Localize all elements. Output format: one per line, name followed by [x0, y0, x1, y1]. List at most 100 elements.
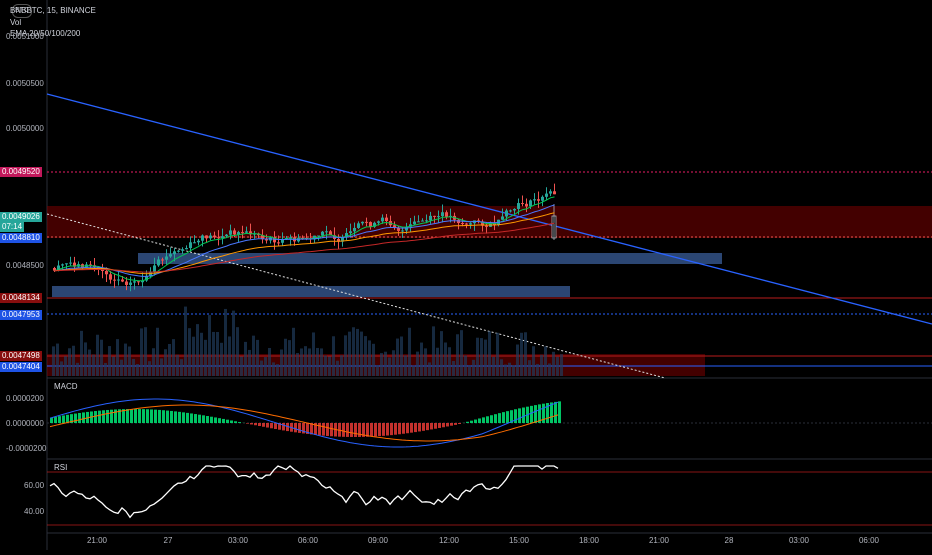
volume-bar	[496, 333, 499, 376]
volume-bar	[560, 354, 563, 376]
price-tag-red: 0.0047498	[0, 351, 42, 361]
candle-body	[125, 282, 128, 285]
macd-histogram-bar	[478, 418, 481, 423]
candle-body	[377, 221, 380, 222]
macd-histogram-bar	[294, 423, 297, 432]
candle-body	[361, 222, 364, 223]
time-axis-label: 03:00	[228, 536, 248, 545]
macd-histogram-bar	[178, 412, 181, 423]
candle-body	[365, 222, 368, 223]
macd-histogram-bar	[370, 423, 373, 437]
volume-bar	[524, 332, 527, 376]
macd-histogram-bar	[262, 423, 265, 427]
volume-bar	[416, 352, 419, 376]
candle-body	[421, 221, 424, 222]
time-axis-label: 06:00	[298, 536, 318, 545]
volume-bar	[180, 359, 183, 376]
candle-body	[325, 231, 328, 232]
candle-body	[217, 237, 220, 238]
macd-histogram-bar	[430, 423, 433, 429]
candle-body	[169, 254, 172, 256]
price-axis-label: 0.0048500	[6, 261, 44, 270]
macd-histogram-bar	[414, 423, 417, 432]
blue-zone	[52, 286, 570, 297]
volume-bar	[240, 357, 243, 376]
volume-bar	[360, 332, 363, 376]
volume-bar	[280, 350, 283, 376]
price-axis-label: 0.0051000	[6, 32, 44, 41]
time-axis-label: 21:00	[87, 536, 107, 545]
volume-bar	[532, 346, 535, 376]
volume-bar	[236, 327, 239, 376]
macd-histogram-bar	[130, 409, 133, 423]
volume-bar	[156, 328, 159, 376]
volume-bar	[208, 315, 211, 376]
macd-histogram-bar	[234, 421, 237, 423]
candle-body	[521, 203, 524, 204]
candle-body	[209, 236, 212, 239]
volume-bar	[176, 355, 179, 376]
price-tag-blue: 0.0047953	[0, 310, 42, 320]
macd-histogram-bar	[270, 423, 273, 428]
macd-title: MACD	[54, 382, 78, 391]
candle-body	[353, 228, 356, 231]
volume-bar	[504, 365, 507, 376]
candle-body	[153, 265, 156, 271]
volume-bar	[80, 331, 83, 376]
macd-histogram-bar	[98, 411, 101, 423]
volume-bar	[448, 347, 451, 376]
macd-histogram-bar	[378, 423, 381, 436]
macd-histogram-bar	[318, 423, 321, 435]
volume-bar	[396, 339, 399, 376]
price-tag-magenta: 0.0049520	[0, 167, 42, 177]
candle-body	[517, 203, 520, 209]
macd-histogram-bar	[426, 423, 429, 430]
macd-histogram-bar	[186, 413, 189, 423]
macd-histogram-bar	[442, 423, 445, 427]
volume-bar	[404, 355, 407, 376]
volume-bar	[540, 355, 543, 376]
volume-bar	[480, 338, 483, 376]
price-tag-countdown: 07:14	[0, 222, 24, 232]
volume-bar	[184, 307, 187, 376]
volume-bar	[248, 350, 251, 376]
candle-body	[221, 236, 224, 238]
volume-bar	[444, 343, 447, 376]
candle-body	[545, 194, 548, 197]
volume-bar	[384, 352, 387, 376]
volume-bar	[64, 356, 67, 376]
price-tag-blue: 0.0048810	[0, 233, 42, 243]
macd-histogram-bar	[446, 423, 449, 426]
volume-bar	[256, 340, 259, 376]
macd-histogram-bar	[170, 411, 173, 423]
price-axis-label: 0.0050500	[6, 79, 44, 88]
macd-histogram-bar	[522, 407, 525, 423]
rsi-title: RSI	[54, 463, 67, 472]
volume-bar	[380, 353, 383, 376]
candle-body	[385, 218, 388, 221]
volume-bar	[92, 355, 95, 376]
candle-body	[413, 222, 416, 225]
macd-axis-label: -0.0000200	[6, 444, 46, 453]
macd-histogram-bar	[418, 423, 421, 431]
candle-body	[509, 210, 512, 211]
volume-bar	[128, 347, 131, 376]
volume-bar	[220, 343, 223, 376]
macd-histogram-bar	[350, 423, 353, 437]
price-tag-blue: 0.0047404	[0, 362, 42, 372]
macd-histogram-bar	[134, 409, 137, 423]
macd-histogram-bar	[390, 423, 393, 435]
candle-body	[181, 249, 184, 250]
macd-histogram-bar	[282, 423, 285, 430]
macd-histogram-bar	[82, 412, 85, 423]
volume-bar	[436, 348, 439, 376]
volume-bar	[172, 339, 175, 376]
volume-bar	[100, 340, 103, 376]
macd-histogram-bar	[218, 418, 221, 423]
candle-body	[281, 240, 284, 243]
time-axis-label: 21:00	[649, 536, 669, 545]
candle-body	[317, 235, 320, 236]
candle-body	[173, 251, 176, 254]
